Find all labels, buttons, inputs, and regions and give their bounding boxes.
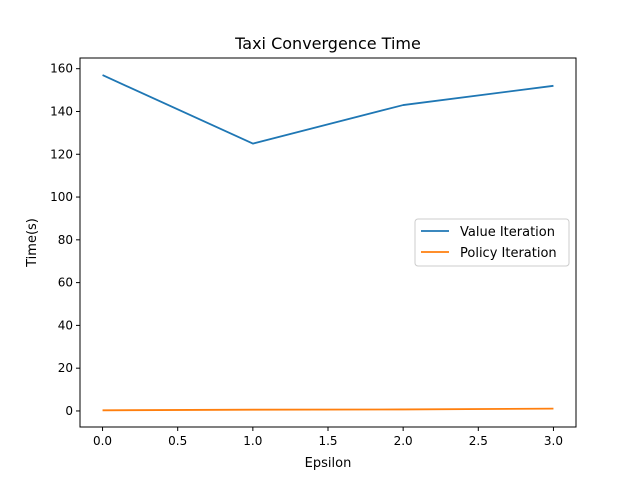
y-tick-label: 40 (58, 318, 73, 332)
x-tick-label: 1.0 (243, 434, 262, 448)
y-tick-label: 100 (50, 190, 73, 204)
y-tick-label: 20 (58, 361, 73, 375)
x-tick-label: 0.5 (168, 434, 187, 448)
y-tick-label: 140 (50, 104, 73, 118)
x-axis: 0.0 0.5 1.0 1.5 2.0 2.5 3.0 (93, 427, 563, 448)
x-axis-label: Epsilon (305, 456, 352, 471)
series-line-1 (102, 74, 554, 145)
y-tick-label: 120 (50, 147, 73, 161)
legend-label: Value Iteration (460, 225, 555, 240)
legend: Value Iteration Policy Iteration (414, 218, 570, 267)
chart-title: Taxi Convergence Time (234, 34, 421, 53)
x-tick-label: 3.0 (544, 434, 563, 448)
y-tick-label: 80 (58, 233, 73, 247)
y-tick-label: 0 (65, 404, 73, 418)
legend-box (414, 218, 570, 267)
x-tick-label: 1.5 (318, 434, 337, 448)
y-tick-label: 160 (50, 62, 73, 76)
y-tick-label: 60 (58, 276, 73, 290)
series-lines (102, 74, 554, 412)
x-tick-label: 0.0 (93, 434, 112, 448)
y-axis-label: Time(s) (25, 218, 40, 268)
series-line-2 (102, 407, 554, 412)
legend-label: Policy Iteration (460, 246, 557, 261)
x-tick-label: 2.5 (469, 434, 488, 448)
x-tick-label: 2.0 (394, 434, 413, 448)
y-axis: 0 20 40 60 80 100 120 140 160 (50, 62, 80, 418)
